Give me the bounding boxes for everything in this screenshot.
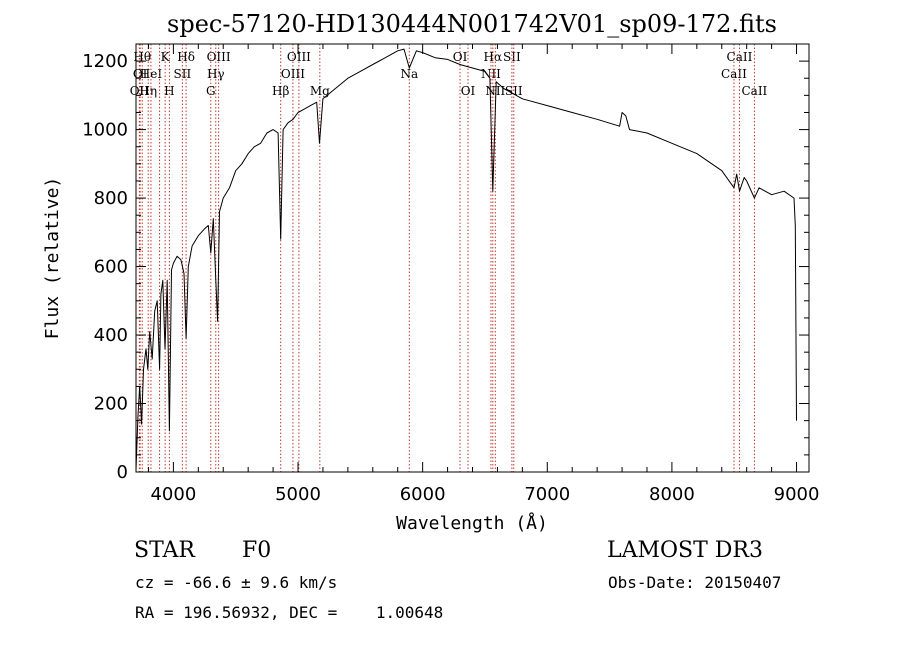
marker-label-19: OI [461,84,476,98]
y-tick-label-3: 600 [94,257,128,278]
marker-label-20: NII [481,67,501,81]
x-tick-label-0: 4000 [150,484,196,505]
line-markers: OIIOIHθHηHeIKHSIIHδGHγOIIIHβOIIIOIIIMgNa… [130,44,768,472]
marker-label-11: Hγ [207,67,225,81]
class-label: STAR [134,538,195,563]
y-tick-label-6: 1200 [82,51,128,72]
marker-label-23: SII [503,50,521,64]
x-tick-label-1: 5000 [275,484,321,505]
y-tick-label-2: 400 [94,325,128,346]
marker-label-18: OI [453,50,468,64]
marker-label-15: OIII [287,50,311,64]
y-axis-ticks: 0 200 400 600 800 1000 1200 [82,51,809,483]
x-tick-label-2: 6000 [400,484,446,505]
marker-label-10: G [206,84,216,98]
y-tick-label-1: 200 [94,394,128,415]
marker-label-2: Hθ [133,50,151,64]
marker-label-3: Hη [139,84,157,98]
y-axis-label: Flux (relative) [42,177,63,340]
marker-label-9: Hδ [177,50,195,64]
marker-label-24: SII [505,84,523,98]
x-tick-label-4: 8000 [649,484,695,505]
marker-label-0: OII [130,84,150,98]
marker-label-26: CaII [727,50,753,64]
survey-label: LAMOST DR3 [607,538,763,563]
x-tick-label-3: 7000 [524,484,570,505]
marker-label-17: Na [400,67,418,81]
chart-title: spec-57120-HD130444N001742V01_sp09-172.f… [167,10,777,38]
obs-date: Obs-Date: 20150407 [608,573,782,592]
marker-label-21: Hα [484,50,503,64]
y-tick-label-5: 1000 [82,120,128,141]
marker-label-27: CaII [741,84,767,98]
marker-label-16: Mg [310,84,330,98]
marker-label-6: K [161,50,171,64]
cz-value: cz = -66.6 ± 9.6 km/s [135,573,338,592]
marker-label-14: OIII [281,67,305,81]
y-tick-label-4: 800 [94,188,128,209]
marker-label-12: OIII [207,50,231,64]
marker-label-8: SII [174,67,192,81]
x-axis-label: Wavelength (Å) [396,512,548,534]
x-axis-ticks: 4000 5000 6000 7000 8000 9000 [147,44,820,505]
coordinates: RA = 196.56932, DEC = 1.00648 [135,603,444,622]
plot-area [135,48,797,471]
spectrum-series-0 [135,48,797,471]
subclass-label: F0 [242,538,272,563]
marker-label-7: H [164,84,174,98]
marker-label-1: OI [133,67,148,81]
y-tick-label-0: 0 [117,462,128,483]
marker-label-4: HeI [140,67,163,81]
x-tick-label-5: 9000 [774,484,820,505]
marker-label-25: CaII [721,67,747,81]
marker-label-13: Hβ [272,84,289,98]
plot-frame [135,43,810,473]
